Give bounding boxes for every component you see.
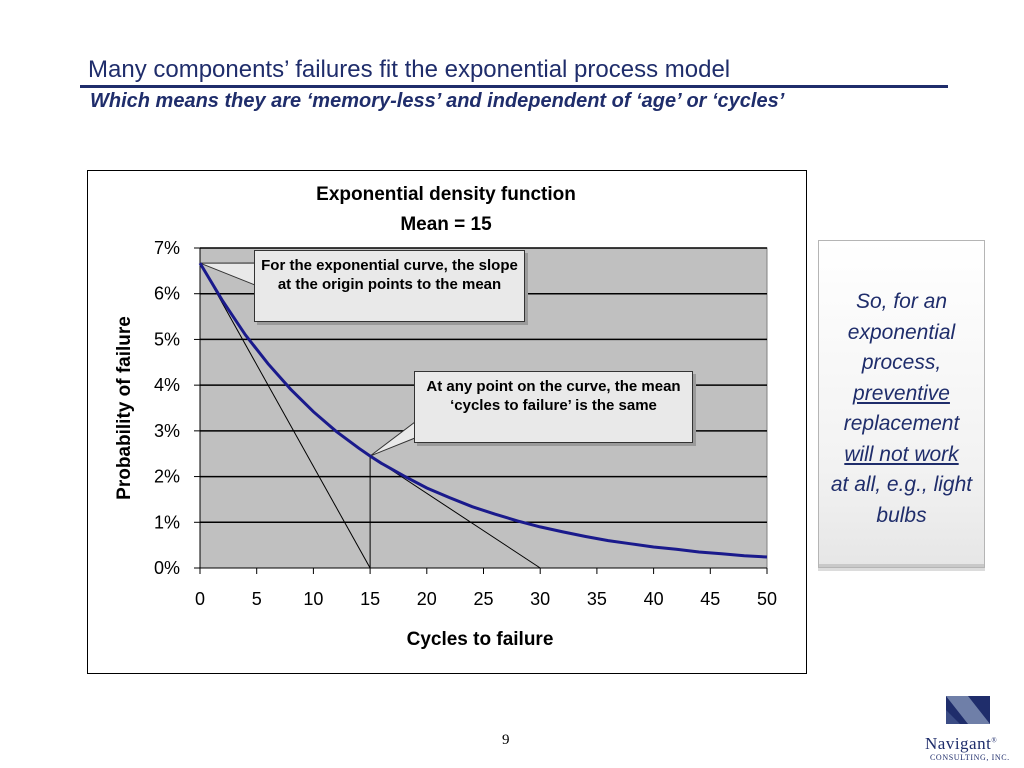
density-curve [198,262,768,559]
x-axis-ticks: 0 5 10 15 20 25 30 35 40 45 50 [195,567,777,609]
tangent-line [369,455,541,569]
logo-tagline: CONSULTING, INC. [930,753,1010,762]
y-axis-label: Probability of failure [114,316,135,500]
tangent-line [199,262,371,569]
side-note-line1: So, for an exponential process, [847,290,956,374]
x-tick-label: 10 [303,589,323,609]
x-tick-label: 35 [587,589,607,609]
side-note-line3: at all, e.g., light bulbs [830,473,973,527]
slope-callout: For the exponential curve, the slope at … [254,250,525,322]
x-tick-label: 15 [360,589,380,609]
y-tick-label: 6% [154,284,180,304]
tangent-lines [199,262,541,569]
y-tick-label: 7% [154,238,180,258]
y-tick-label: 5% [154,329,180,349]
chart-title: Exponential density function [316,184,576,205]
x-tick-label: 20 [417,589,437,609]
page-number: 9 [502,732,510,748]
x-tick-label: 25 [473,589,493,609]
y-tick-label: 2% [154,467,180,487]
x-axis-label: Cycles to failure [407,629,554,650]
x-tick-label: 50 [757,589,777,609]
y-tick-label: 4% [154,375,180,395]
x-tick-label: 40 [644,589,664,609]
mean-callout: At any point on the curve, the mean ‘cyc… [414,371,693,443]
y-tick-label: 0% [154,558,180,578]
slide-title: Many components’ failures fit the expone… [88,56,731,83]
x-tick-label: 0 [195,589,205,609]
y-tick-label: 1% [154,512,180,532]
side-note-line2: replacement [843,412,960,435]
y-axis-ticks: 0% 1% 2% 3% 4% 5% 6% 7% [154,238,201,578]
chart-subtitle: Mean = 15 [400,214,492,235]
side-note-preventive: preventive [853,381,950,405]
y-tick-label: 3% [154,421,180,441]
title-divider [80,85,948,88]
logo-name: Navigant® [925,734,998,753]
x-tick-label: 5 [252,589,262,609]
side-note-box: So, for an exponential process, preventi… [818,240,985,568]
x-tick-label: 30 [530,589,550,609]
slide-subtitle: Which means they are ‘memory-less’ and i… [90,90,785,112]
navigant-logo-icon [946,696,990,724]
side-note-will-not-work: will not work [844,442,959,466]
x-tick-label: 45 [700,589,720,609]
